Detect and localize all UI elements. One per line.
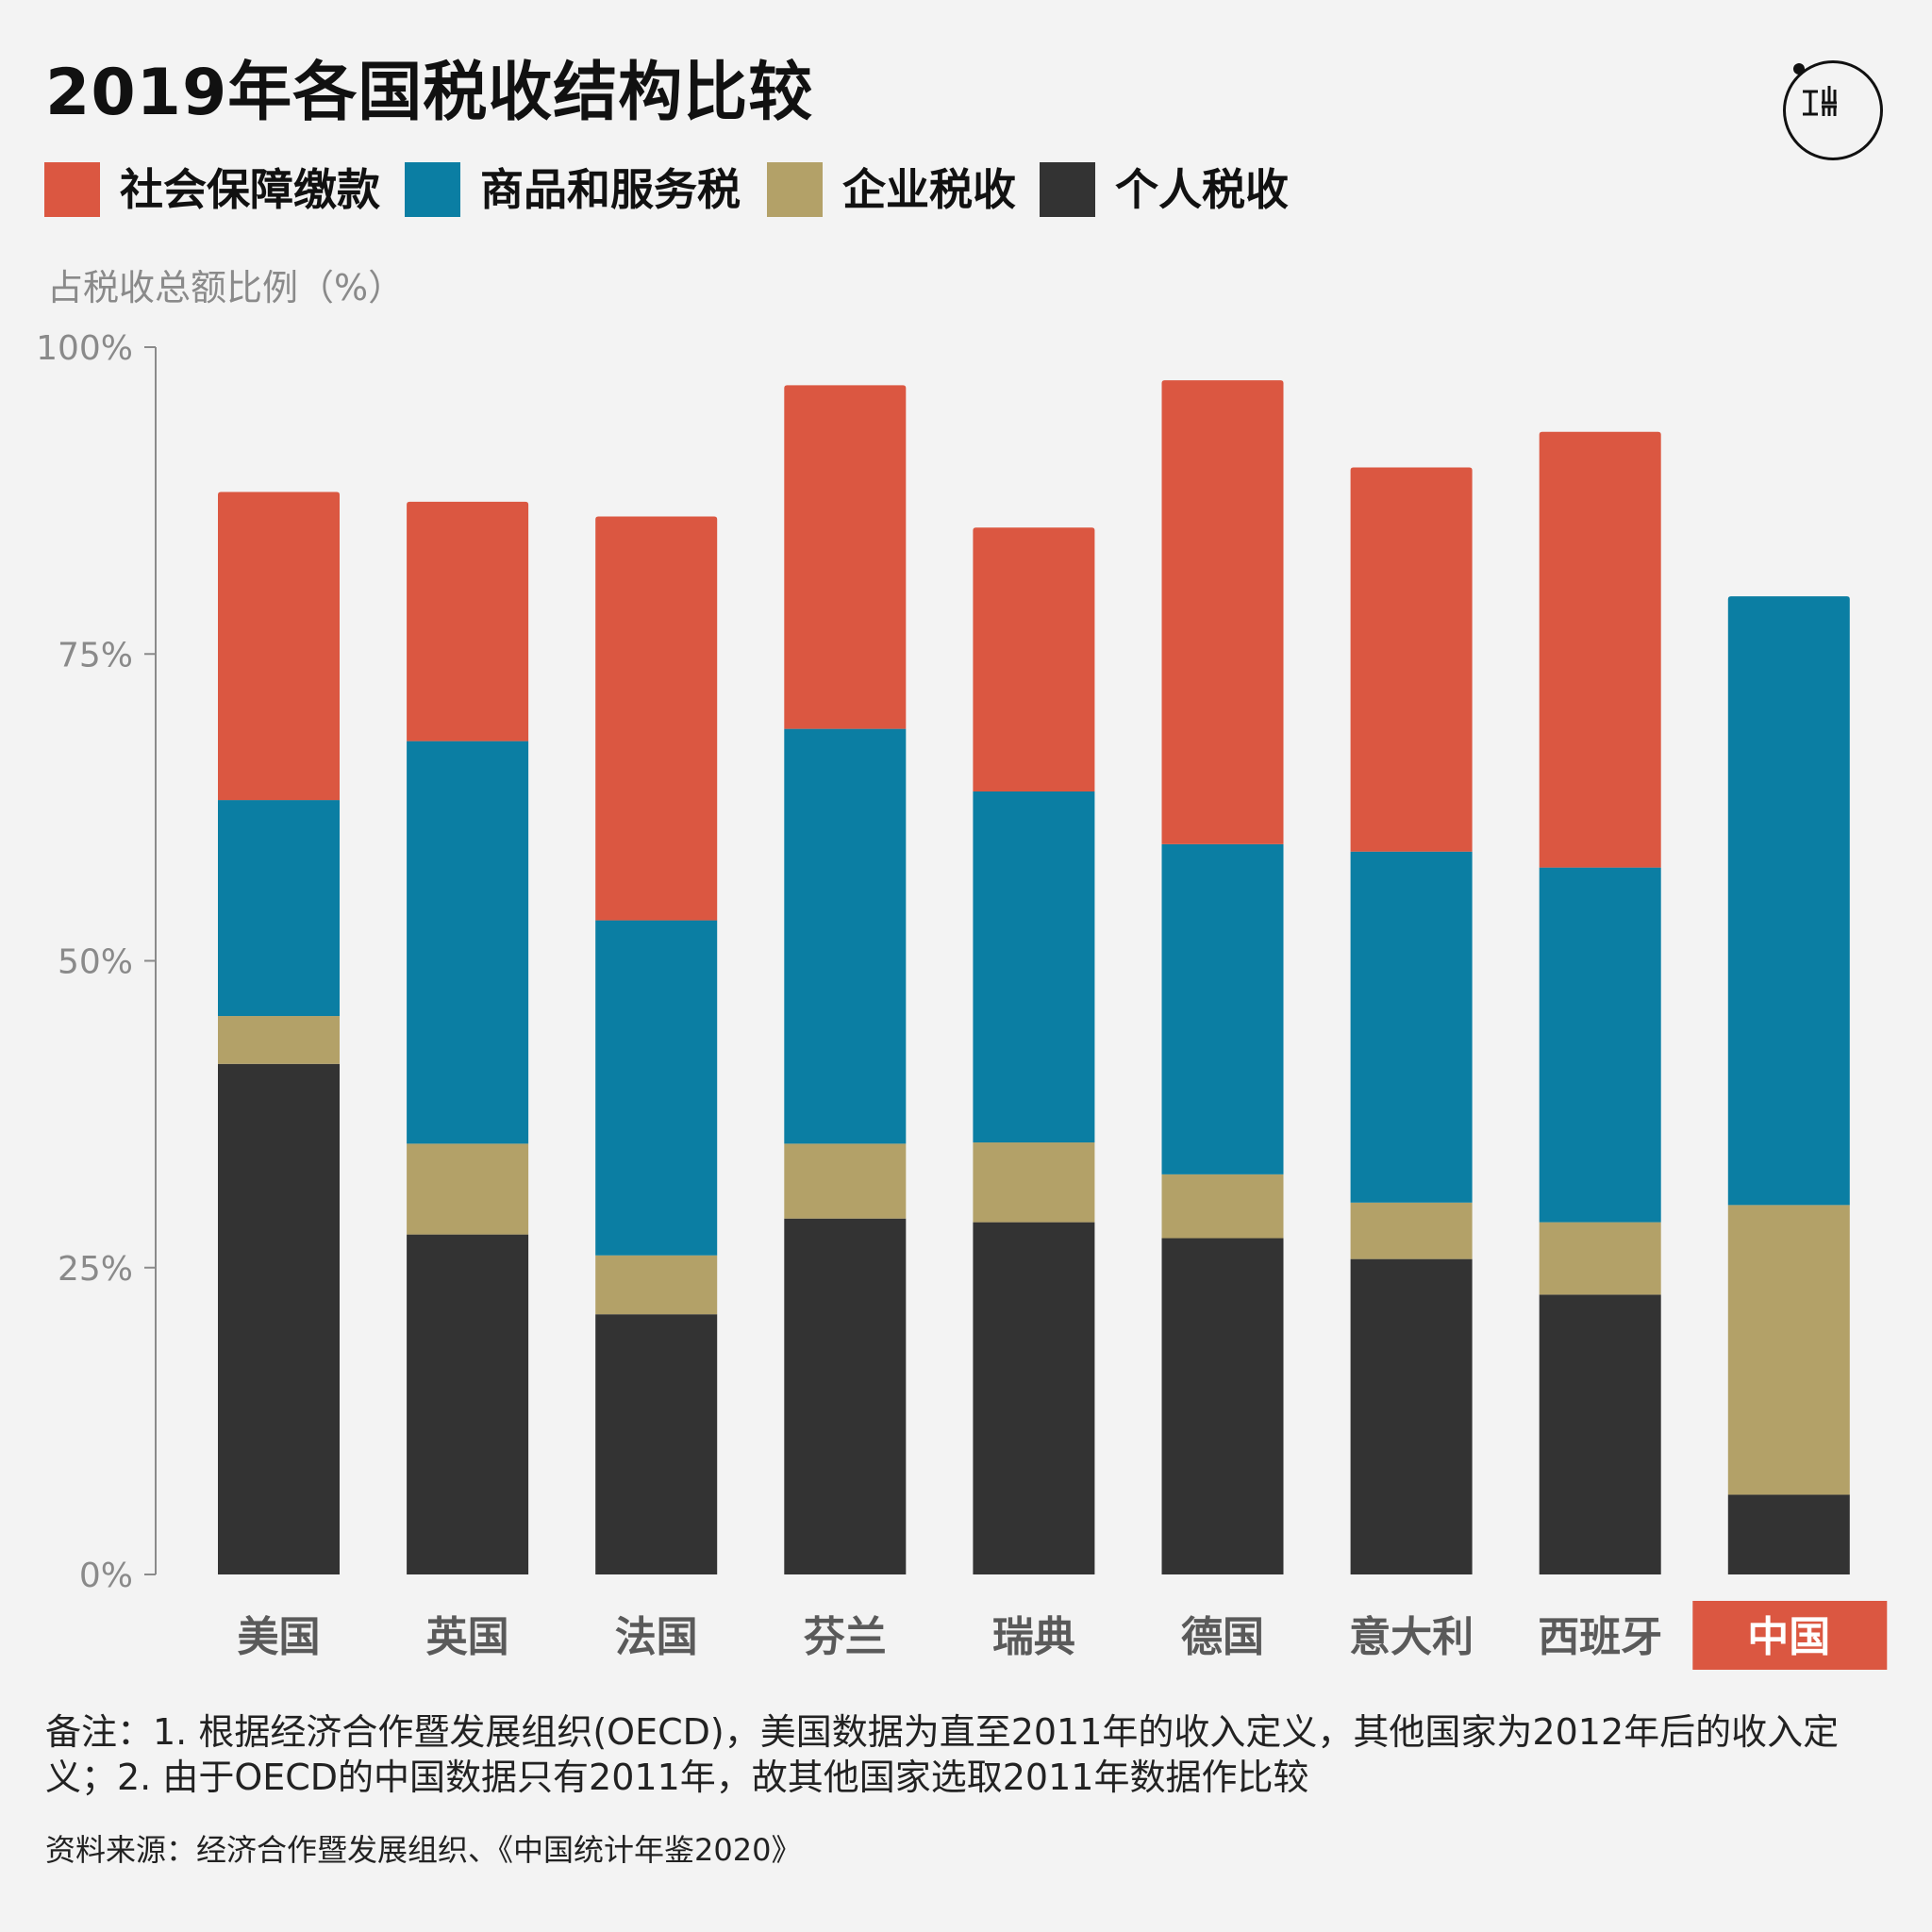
bar-segment <box>1539 431 1661 868</box>
bar-segment <box>218 491 340 801</box>
bar-segment <box>595 1255 718 1315</box>
initium-logo-icon <box>1783 60 1883 160</box>
bar-segment <box>784 1218 907 1574</box>
chart-title: 2019年各国税收结构比较 <box>45 56 814 130</box>
legend-swatch-social <box>44 162 100 217</box>
bar-segment <box>1539 867 1661 1223</box>
bar-segment <box>1161 1174 1284 1239</box>
legend-swatch-goods <box>405 162 460 217</box>
y-tick-label: 100% <box>36 329 133 368</box>
highlight-label-bg <box>1692 1601 1888 1670</box>
legend-label-corporate: 企业税收 <box>842 164 1016 215</box>
x-tick-label: 西班牙 <box>1538 1613 1662 1661</box>
bar-segment <box>973 791 1095 1143</box>
x-tick-label: 法国 <box>615 1613 698 1661</box>
bar-segment <box>973 1142 1095 1223</box>
bar-segment <box>1539 1222 1661 1295</box>
bar-segment <box>595 1314 718 1574</box>
bar-segment <box>218 800 340 1017</box>
bar-segment <box>1161 380 1284 844</box>
legend-label-social: 社会保障缴款 <box>120 164 380 215</box>
bar-segment <box>1350 851 1473 1203</box>
x-tick-label: 德国 <box>1181 1613 1264 1661</box>
bar-segment <box>784 1143 907 1219</box>
bar-segment <box>1727 1494 1850 1574</box>
legend-swatch-personal <box>1040 162 1095 217</box>
x-tick-label: 中国 <box>1747 1613 1830 1661</box>
x-tick-label: 瑞典 <box>992 1613 1075 1661</box>
footnote: 备注：1. 根据经济合作暨发展组织(OECD)，美国数据为直至2011年的收入定… <box>45 1711 1840 1798</box>
bar-segment <box>595 516 718 921</box>
bar-segment <box>973 527 1095 791</box>
y-tick-label: 25% <box>58 1250 133 1289</box>
bar-segment <box>1727 596 1850 1206</box>
bar-segment <box>1350 1258 1473 1574</box>
y-axis-label: 占税收总额比例（%） <box>47 267 405 308</box>
bar-segment <box>407 1143 529 1235</box>
logo-dot <box>1793 63 1805 75</box>
bar-segment <box>784 385 907 729</box>
bar-segment <box>1161 843 1284 1174</box>
legend-label-personal: 个人税收 <box>1115 164 1289 215</box>
x-tick-label: 英国 <box>426 1613 509 1661</box>
x-tick-label: 芬兰 <box>804 1613 887 1661</box>
bar-segment <box>1161 1238 1284 1574</box>
logo-glyph <box>1803 86 1837 116</box>
stacked-bar-chart: 0% 25% 50% 75% 100% 美国 英国 法国 芬兰 瑞典 德国 意大利 西班牙 中国 <box>36 329 1888 1670</box>
bar-segment <box>407 1234 529 1574</box>
bar-segment <box>407 501 529 741</box>
bar-segment <box>784 728 907 1144</box>
bar-segment <box>1539 1294 1661 1574</box>
bar-segment <box>1350 1202 1473 1259</box>
bar-segment <box>973 1222 1095 1574</box>
source-text: 资料来源：经济合作暨发展组织、《中国统计年鉴2020》 <box>45 1832 802 1868</box>
legend-label-goods: 商品和服务税 <box>480 164 741 215</box>
bar-segment <box>1727 1205 1850 1495</box>
y-tick-label: 0% <box>79 1557 133 1595</box>
bar-segment <box>218 1063 340 1574</box>
x-tick-label: 意大利 <box>1349 1613 1474 1661</box>
bar-segment <box>1350 467 1473 852</box>
bar-segment <box>407 741 529 1144</box>
y-tick-label: 50% <box>58 943 133 982</box>
bar-segment <box>595 920 718 1256</box>
legend-swatch-corporate <box>767 162 823 217</box>
bar-segment <box>218 1016 340 1064</box>
y-tick-label: 75% <box>58 636 133 675</box>
x-tick-label: 美国 <box>238 1613 321 1661</box>
